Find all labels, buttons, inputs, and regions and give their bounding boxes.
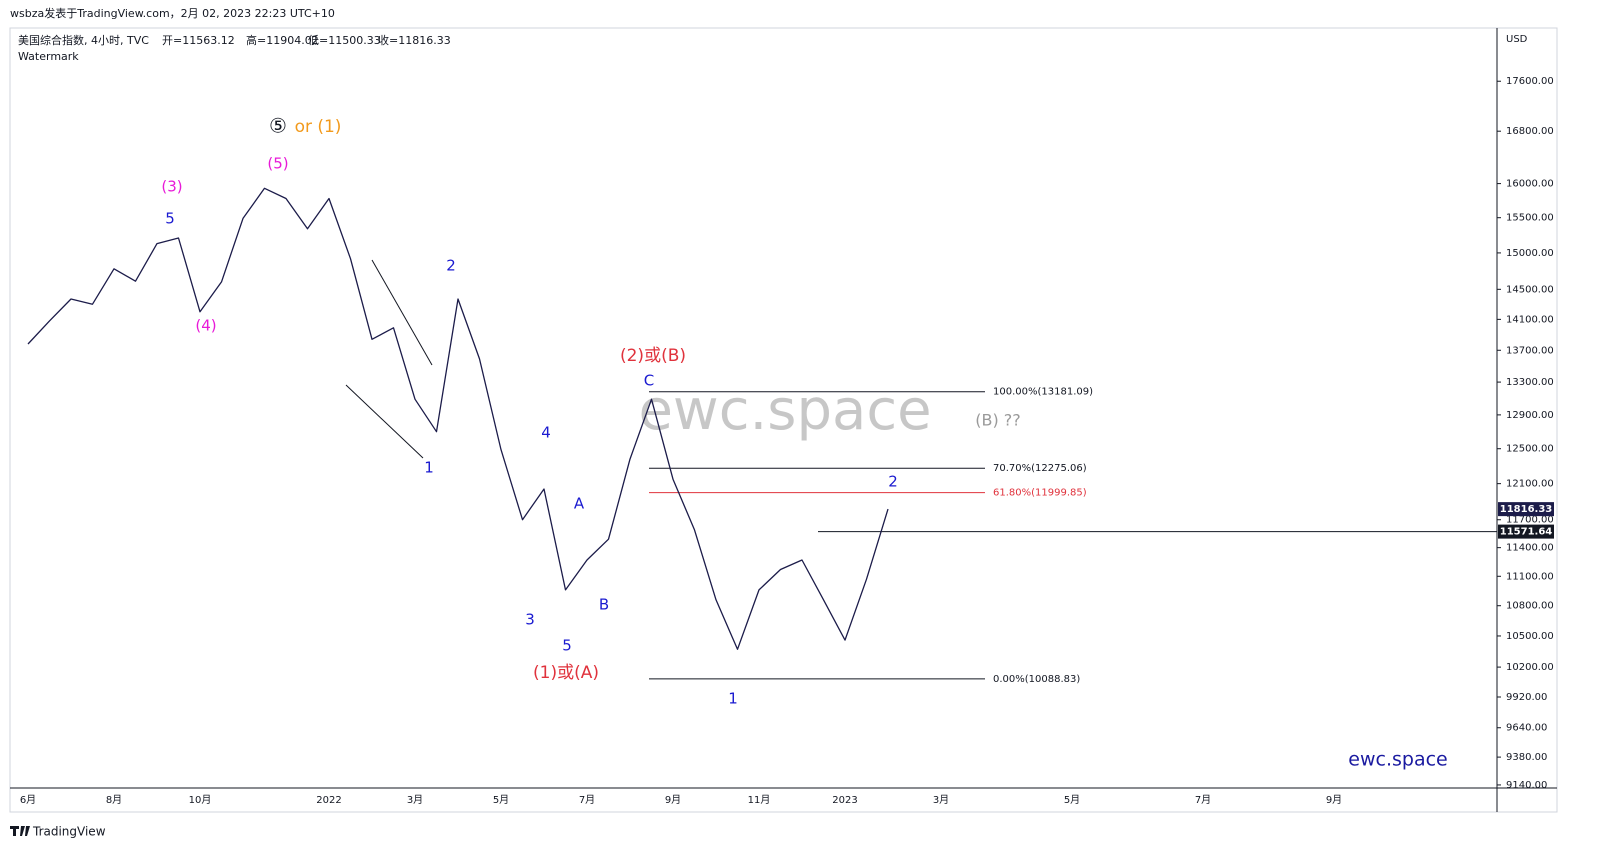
x-tick-label: 10月 — [189, 794, 212, 806]
wave-label: 5 — [165, 210, 175, 228]
y-tick-label: 12100.00 — [1506, 479, 1554, 490]
y-tick-label: 13300.00 — [1506, 377, 1554, 388]
fib-label: 0.00%(10088.83) — [993, 674, 1080, 685]
y-tick-label: 10500.00 — [1506, 631, 1554, 642]
wave-label: (4) — [195, 317, 216, 335]
wave-label: (1)或(A) — [533, 663, 599, 683]
y-tick-label: 11400.00 — [1506, 543, 1554, 554]
x-tick-label: 7月 — [1195, 794, 1211, 806]
y-tick-label: 12500.00 — [1506, 444, 1554, 455]
wave-label: 1 — [728, 690, 738, 708]
x-tick-label: 6月 — [20, 794, 36, 806]
wave-label: B — [599, 596, 609, 614]
publisher: wsbza发表于TradingView.com，2月 02, 2023 22:2… — [10, 6, 335, 20]
x-tick-label: 9月 — [1326, 794, 1342, 806]
wedge-line — [345, 384, 424, 459]
y-tick-label: 10200.00 — [1506, 662, 1554, 673]
wave-label: C — [644, 372, 654, 390]
wave-label: 2 — [446, 257, 456, 275]
y-tick-label: 11100.00 — [1506, 571, 1554, 582]
y-tick-label: 13700.00 — [1506, 345, 1554, 356]
ohlc-open: 开=11563.12 — [162, 34, 235, 47]
price-tag — [1498, 502, 1554, 517]
wave-label: 3 — [525, 611, 535, 629]
y-tick-label: 12900.00 — [1506, 410, 1554, 421]
wave-label: ⑤ — [269, 114, 287, 138]
chart-frame — [9, 27, 1558, 813]
x-tick-label: 11月 — [748, 794, 771, 806]
x-tick-label: 3月 — [407, 794, 423, 806]
y-tick-label: 9140.00 — [1506, 780, 1547, 791]
subtitle: Watermark — [18, 50, 79, 63]
wave-label: (5) — [267, 155, 288, 173]
x-tick-label: 2023 — [832, 795, 857, 806]
y-tick-label: 17600.00 — [1506, 76, 1554, 87]
y-tick-label: 14100.00 — [1506, 314, 1554, 325]
wave-label: (3) — [161, 178, 182, 196]
ohlc-low: 低=11500.33 — [308, 34, 381, 47]
brand: ewc.space — [1348, 749, 1447, 771]
y-tick-label: 16000.00 — [1506, 179, 1554, 190]
wave-label: 5 — [562, 637, 572, 655]
x-tick-label: 3月 — [933, 794, 949, 806]
wave-label: (B) ?? — [975, 411, 1021, 430]
y-tick-label: 16800.00 — [1506, 126, 1554, 137]
x-tick-label: 5月 — [493, 794, 509, 806]
y-tick-label: 9640.00 — [1506, 723, 1547, 734]
x-tick-label: 2022 — [316, 795, 341, 806]
wave-label: (2)或(B) — [620, 346, 686, 366]
y-axis-label: USD — [1506, 34, 1528, 45]
fib-label: 61.80%(11999.85) — [993, 488, 1087, 499]
y-tick-label: 9380.00 — [1506, 752, 1547, 763]
y-tick-label: 15000.00 — [1506, 248, 1554, 259]
price-tag-label: 11571.64 — [1500, 527, 1553, 538]
wedge-line — [371, 259, 433, 366]
y-tick-label: 10800.00 — [1506, 601, 1554, 612]
logo-icon — [10, 826, 30, 836]
footer-brand: TradingView — [32, 825, 106, 839]
x-tick-label: 8月 — [106, 794, 122, 806]
wave-label: 1 — [424, 459, 434, 477]
y-tick-label: 15500.00 — [1506, 213, 1554, 224]
fib-label: 70.70%(12275.06) — [993, 463, 1087, 474]
chart-title: 美国综合指数, 4小时, TVC — [18, 33, 149, 47]
y-tick-label: 9920.00 — [1506, 692, 1547, 703]
x-tick-label: 7月 — [579, 794, 595, 806]
price-tag-label: 11816.33 — [1500, 504, 1553, 515]
price-line-series — [27, 187, 889, 650]
ohlc-close: 收=11816.33 — [378, 33, 451, 47]
fib-label: 100.00%(13181.09) — [993, 387, 1093, 398]
wave-label: A — [574, 495, 585, 513]
x-tick-label: 5月 — [1064, 794, 1080, 806]
ohlc-high: 高=11904.02 — [246, 33, 319, 47]
y-tick-label: 14500.00 — [1506, 284, 1554, 295]
wave-label: or (1) — [295, 117, 342, 137]
wave-label: 2 — [888, 473, 898, 491]
y-tick-label: 11700.00 — [1506, 515, 1554, 526]
wave-label: 4 — [541, 424, 551, 442]
watermark: ewc.space — [638, 378, 931, 443]
price-tag — [1498, 524, 1554, 539]
x-tick-label: 9月 — [665, 794, 681, 806]
